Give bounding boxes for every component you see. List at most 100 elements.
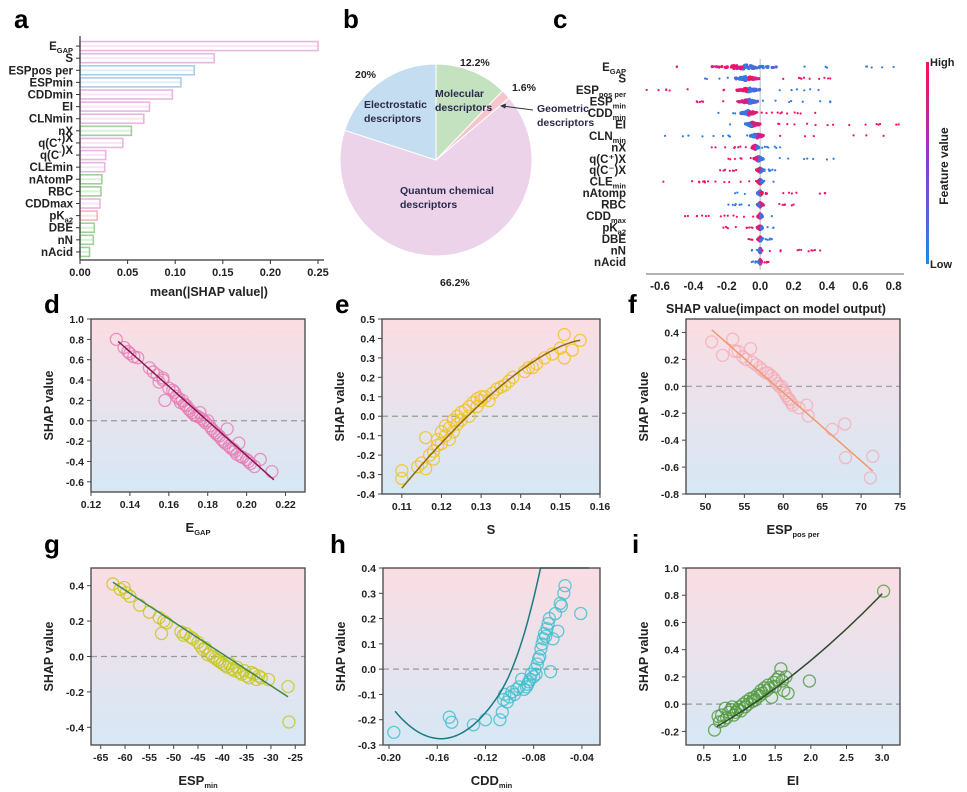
data-point (734, 704, 748, 718)
data-point (422, 448, 437, 462)
callout-label: descriptors (537, 117, 594, 129)
shap-point (747, 237, 750, 241)
shap-point (748, 100, 751, 103)
data-point (705, 335, 719, 349)
shap-point (766, 226, 769, 229)
panel-letter-c: c (553, 4, 567, 34)
panel-d-scatter: 0.12 0.14 0.16 0.18 0.20 0.22 -0.6 -0.4 -0.2 0.0 0… (42, 314, 306, 537)
x-tick-label: 0.12 (81, 499, 102, 511)
x-tick-label: 0.8 (886, 281, 903, 293)
y-tick-label: 0.4 (69, 581, 84, 593)
x-axis-title: SHAP value(impact on model output) (666, 302, 886, 316)
shap-point (741, 88, 745, 92)
shap-point (698, 100, 702, 104)
shap-point (728, 180, 731, 184)
shap-point (757, 159, 761, 163)
panel-letter-b: b (343, 4, 359, 34)
feature-label: CDDmin (588, 108, 627, 122)
shap-point (819, 100, 822, 103)
x-tick-label: 0.14 (511, 501, 532, 513)
x-tick-label: 0.10 (164, 267, 185, 279)
shap-point (728, 169, 731, 172)
shap-point (741, 99, 745, 103)
y-tick-label: 0.2 (69, 395, 84, 407)
shap-point (749, 111, 754, 115)
data-point (715, 348, 730, 362)
shap-point (770, 237, 773, 241)
shap-point (751, 100, 755, 105)
shap-point (721, 134, 725, 138)
shap-point (824, 192, 827, 195)
shap-point (779, 250, 782, 253)
fit-line (401, 339, 581, 489)
bar-inner-stripe (80, 154, 106, 157)
shap-point (757, 248, 760, 251)
shap-point (778, 89, 781, 92)
shap-point (754, 179, 758, 183)
shap-point (763, 145, 766, 148)
feature-label: EI (615, 119, 626, 131)
data-point (220, 422, 234, 436)
shap-point (746, 65, 750, 69)
shap-point (754, 88, 758, 93)
y-tick-label: 0.2 (664, 672, 679, 684)
y-tick-label: DBE (49, 223, 74, 235)
shap-point (743, 122, 748, 126)
y-tick-label: -0.1 (358, 689, 376, 701)
x-axis-title: CDDmin (471, 773, 513, 790)
x-tick-label: 0.25 (307, 267, 328, 279)
x-tick-label: 0.05 (117, 267, 138, 279)
data-point (493, 713, 507, 727)
shap-point (800, 77, 803, 80)
y-tick-label: 0.0 (361, 664, 376, 676)
shap-point (732, 214, 735, 217)
y-tick-label: -0.3 (358, 740, 376, 752)
data-point (496, 692, 511, 707)
shap-point (743, 192, 746, 196)
pct-label: 20% (355, 69, 377, 81)
shap-point (706, 180, 710, 183)
y-tick-label: CDDmin (28, 90, 73, 102)
panel-g-scatter: -65 -60 -55 -50 -45 -40 -35 -30 -25 -0.4 -0.2 0.0 0.… (42, 567, 306, 790)
x-tick-label: 2.5 (839, 752, 854, 764)
shap-point (781, 203, 784, 206)
bar-inner-stripe (80, 141, 123, 144)
x-tick-label: 50 (700, 501, 712, 513)
x-tick-label: -65 (93, 752, 108, 764)
shap-point (812, 157, 815, 161)
shap-point (734, 112, 737, 115)
shap-point (790, 204, 793, 207)
x-tick-label: -0.4 (683, 281, 703, 293)
y-tick-label: -0.2 (358, 715, 376, 727)
plot-background (383, 568, 600, 745)
shap-point (800, 248, 803, 252)
shap-point (802, 157, 806, 161)
shap-point (881, 66, 884, 69)
y-tick-label: q(C+)X (38, 133, 73, 150)
shap-point (807, 250, 810, 253)
shap-point (758, 225, 761, 229)
shap-point (832, 157, 835, 160)
shap-point (751, 238, 754, 241)
data-point (154, 626, 169, 641)
bar-inner-stripe (80, 190, 101, 193)
shap-point (710, 65, 714, 69)
shap-point (761, 249, 764, 252)
shap-point (875, 123, 878, 126)
panel-letter-e: e (335, 289, 349, 319)
panel-letter-g: g (44, 529, 60, 559)
shap-point (787, 157, 790, 160)
panel-letter-a: a (14, 4, 29, 34)
shap-point (759, 214, 762, 217)
shap-point (798, 248, 801, 251)
bar-inner-stripe (80, 93, 173, 96)
data-point (574, 606, 588, 621)
fit-line (117, 340, 275, 481)
shap-point (760, 204, 763, 207)
data-point (434, 436, 449, 451)
y-tick-label: -0.4 (66, 456, 84, 468)
data-point (801, 409, 815, 423)
x-tick-label: 75 (894, 501, 906, 513)
shap-point (766, 65, 770, 69)
